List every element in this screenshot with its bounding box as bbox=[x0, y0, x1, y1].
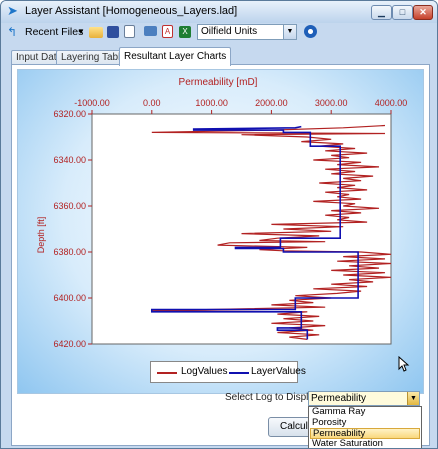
y-axis-title: Depth [ft] bbox=[36, 217, 46, 254]
minimize-button[interactable]: ▁ bbox=[371, 5, 392, 20]
chevron-down-icon[interactable]: ▼ bbox=[407, 392, 419, 405]
legend-label-logvalues: LogValues bbox=[181, 366, 228, 377]
save-icon[interactable] bbox=[107, 26, 119, 38]
legend-swatch-layervalues bbox=[229, 372, 249, 374]
calculate-button-label: Calculate bbox=[280, 421, 322, 432]
units-select[interactable]: Oilfield Units ▼ bbox=[197, 24, 297, 40]
plot-area bbox=[91, 113, 392, 345]
y-tick-label: 6360.00 bbox=[53, 201, 86, 211]
tab-label: Layering Tables bbox=[61, 52, 131, 63]
recent-files-dropdown-icon[interactable]: ▼ bbox=[77, 27, 85, 36]
x-tick-label: 0.00 bbox=[143, 98, 161, 108]
x-tick-label: 1000.00 bbox=[195, 98, 228, 108]
legend-label-layervalues: LayerValues bbox=[251, 366, 306, 377]
log-options-list[interactable]: Gamma Ray Porosity Permeability Water Sa… bbox=[308, 406, 422, 449]
log-select-value: Permeability bbox=[311, 393, 367, 404]
y-tick-label: 6400.00 bbox=[53, 293, 86, 303]
legend-swatch-logvalues bbox=[157, 372, 177, 374]
chart-area: Permeability [mD] Depth [ft] -1000.00 0.0… bbox=[17, 69, 424, 394]
y-tick-label: 6380.00 bbox=[53, 247, 86, 257]
x-axis-title: Permeability [mD] bbox=[179, 77, 258, 88]
x-tick-label: 3000.00 bbox=[315, 98, 348, 108]
mouse-cursor-icon bbox=[398, 356, 410, 372]
close-icon: ✕ bbox=[419, 7, 427, 17]
minimize-icon: ▁ bbox=[378, 7, 385, 17]
tab-panel: Permeability [mD] Depth [ft] -1000.00 0.0… bbox=[11, 64, 430, 449]
tab-label: Input Data bbox=[16, 52, 63, 63]
x-tick-label: 4000.00 bbox=[375, 98, 408, 108]
monitor-icon[interactable] bbox=[144, 26, 157, 36]
window-title: Layer Assistant [Homogeneous_Layers.lad] bbox=[25, 5, 238, 17]
x-tick-label: -1000.00 bbox=[74, 98, 110, 108]
app-logo-icon: ➤ bbox=[7, 3, 18, 18]
option-water-saturation[interactable]: Water Saturation bbox=[312, 437, 383, 449]
excel-icon[interactable]: X bbox=[179, 26, 191, 38]
x-axis-ticks: -1000.00 0.00 1000.00 2000.00 3000.00 4000.00 bbox=[74, 98, 407, 114]
legend: LogValues LayerValues bbox=[150, 361, 306, 383]
y-tick-label: 6340.00 bbox=[53, 155, 86, 165]
tab-label: Resultant Layer Charts bbox=[124, 51, 227, 62]
y-tick-label: 6320.00 bbox=[53, 109, 86, 119]
help-circle-icon[interactable] bbox=[304, 25, 317, 38]
chevron-down-icon[interactable]: ▼ bbox=[283, 25, 296, 39]
maximize-button[interactable]: □ bbox=[392, 5, 413, 20]
open-folder-icon[interactable] bbox=[89, 27, 103, 38]
series-line-layervalues bbox=[151, 125, 359, 340]
tab-resultant-layer-charts[interactable]: Resultant Layer Charts bbox=[119, 47, 232, 66]
document-icon[interactable] bbox=[124, 25, 135, 38]
title-bar[interactable]: ➤ Layer Assistant [Homogeneous_Layers.la… bbox=[1, 1, 437, 23]
close-button[interactable]: ✕ bbox=[413, 5, 433, 20]
permeability-depth-chart: Permeability [mD] Depth [ft] -1000.00 0.0… bbox=[36, 77, 407, 349]
y-axis-ticks: 6320.00 6340.00 6360.00 6380.00 6400.00 6420.… bbox=[53, 109, 92, 349]
app-menu-icon[interactable]: ↰ bbox=[7, 25, 18, 39]
option-porosity[interactable]: Porosity bbox=[312, 416, 347, 428]
pdf-icon[interactable]: A bbox=[162, 25, 173, 38]
x-tick-label: 2000.00 bbox=[255, 98, 288, 108]
series-line-logvalues bbox=[151, 124, 392, 340]
option-gamma-ray[interactable]: Gamma Ray bbox=[312, 406, 366, 417]
log-select[interactable]: Permeability ▼ bbox=[308, 391, 420, 406]
y-tick-label: 6420.00 bbox=[53, 339, 86, 349]
maximize-icon: □ bbox=[399, 7, 406, 17]
units-select-value: Oilfield Units bbox=[201, 26, 258, 37]
series-group bbox=[151, 124, 392, 340]
recent-files-label[interactable]: Recent Files bbox=[25, 26, 84, 38]
option-permeability[interactable]: Permeability bbox=[310, 428, 420, 439]
toolbar: ↰ Recent Files ▼ A X Oilfield Units ▼ bbox=[5, 23, 435, 41]
select-log-label: Select Log to Display bbox=[225, 392, 319, 403]
